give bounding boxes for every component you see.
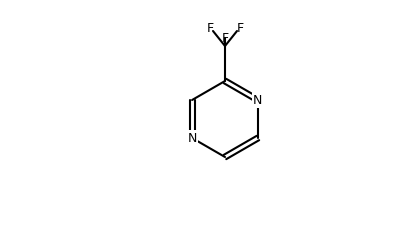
Text: N: N	[253, 94, 263, 106]
Text: F: F	[206, 22, 214, 34]
Text: F: F	[237, 22, 244, 34]
Text: N: N	[187, 132, 197, 145]
Text: F: F	[222, 32, 229, 44]
